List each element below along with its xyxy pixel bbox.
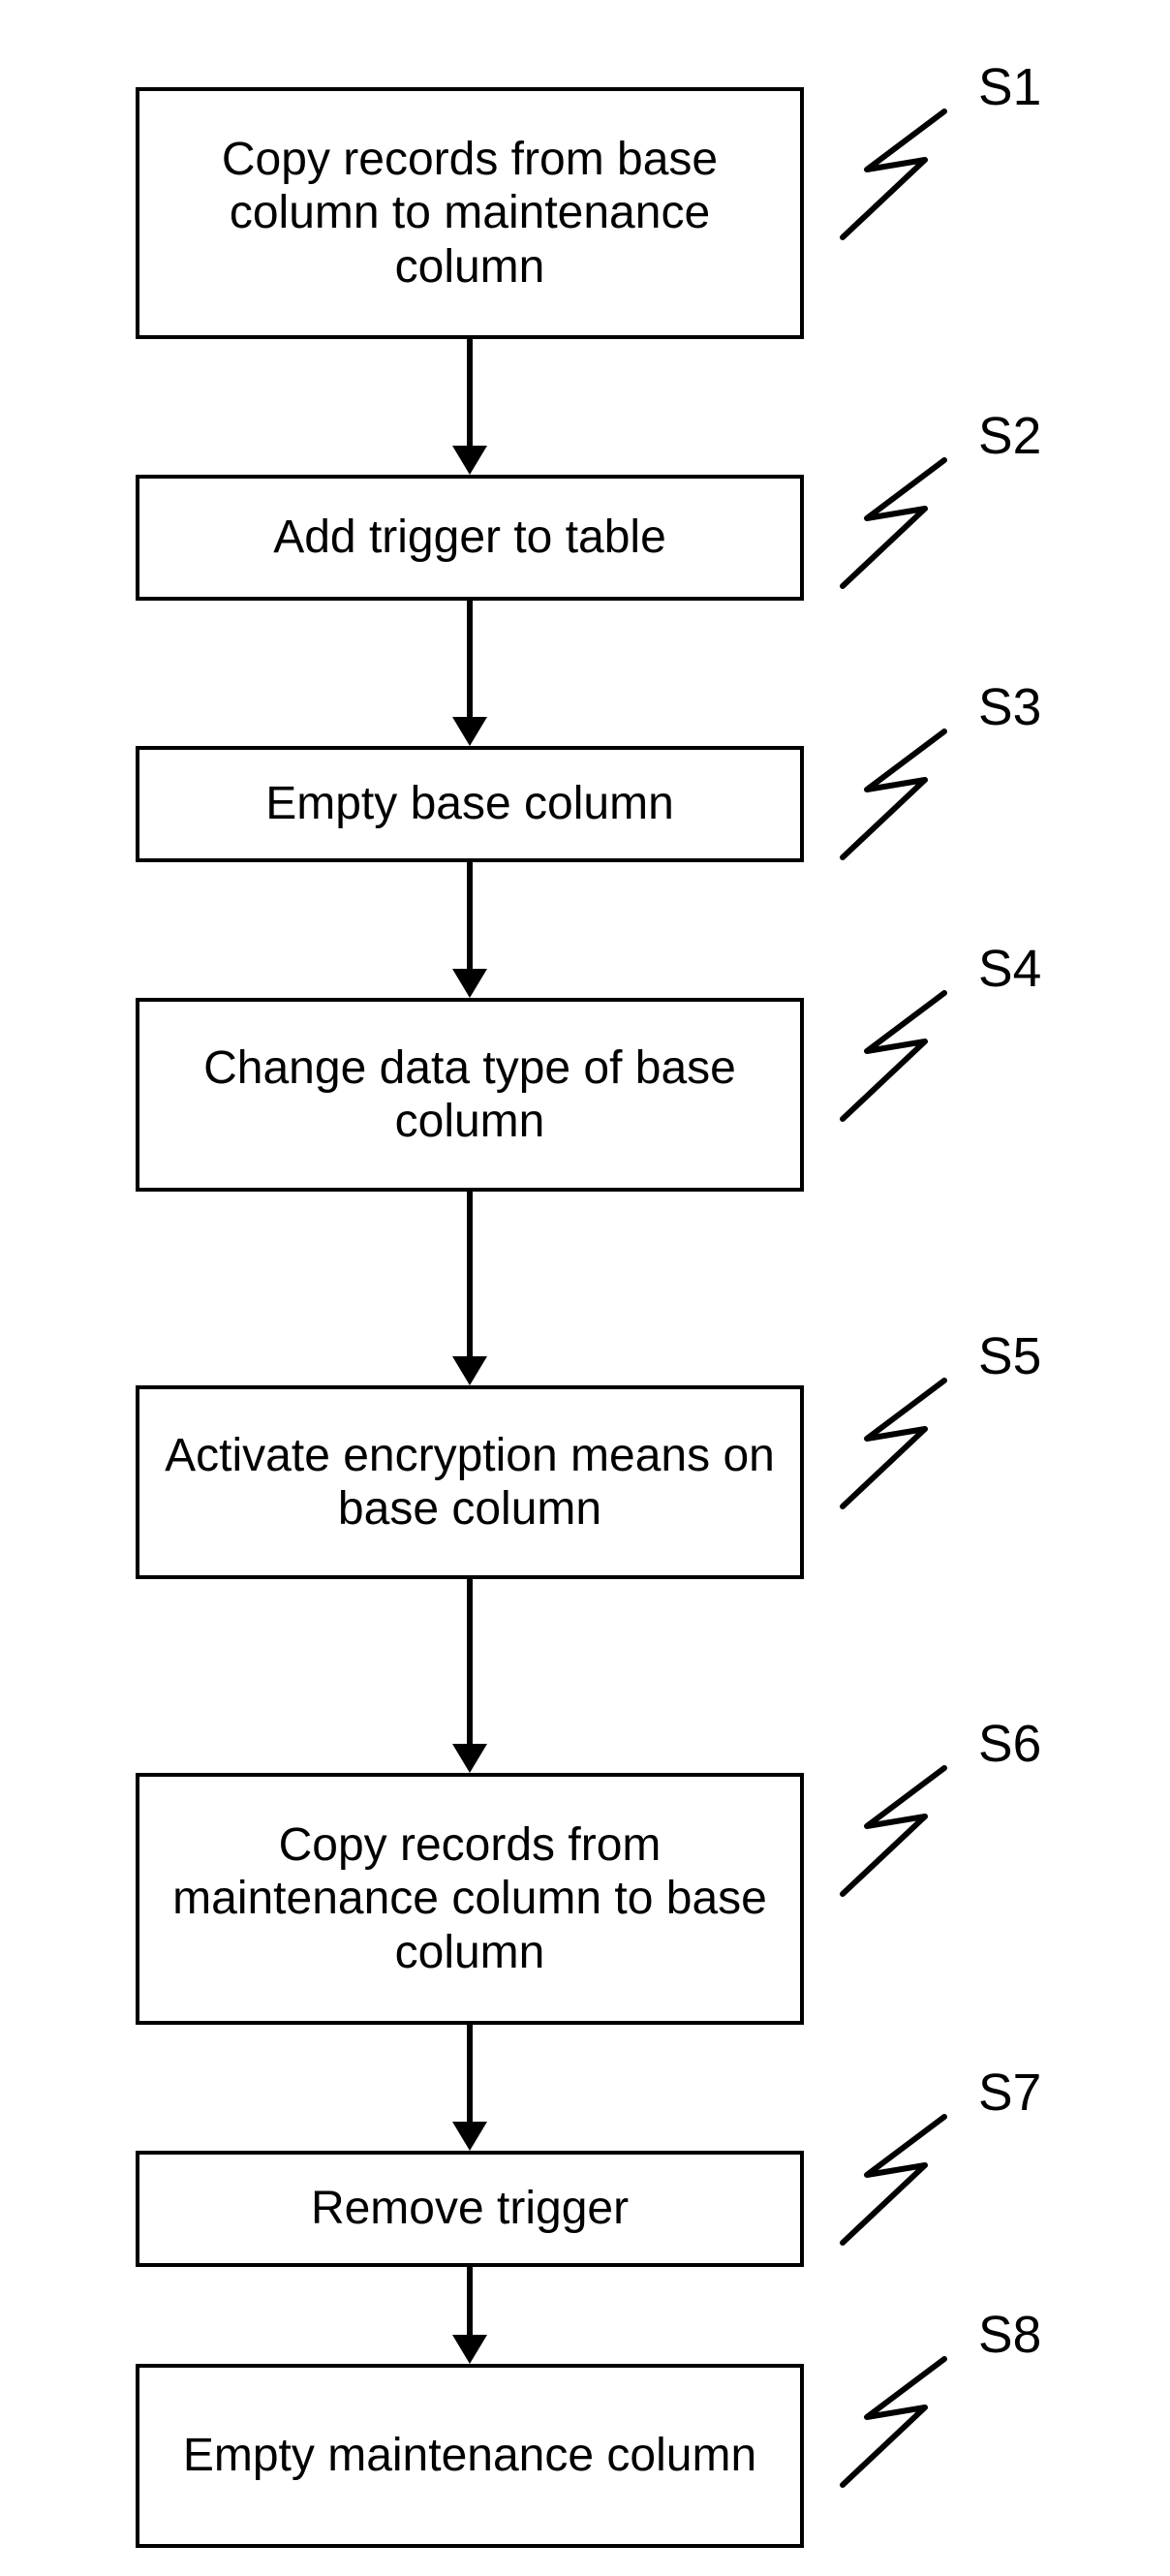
step-text: Copy records from maintenance column to … [159, 1818, 781, 1979]
step-label-s4: S4 [978, 940, 1041, 999]
step-label-s2: S2 [978, 407, 1041, 466]
flow-arrow [467, 2267, 473, 2335]
step-text: Empty maintenance column [183, 2429, 756, 2482]
step-text: Remove trigger [311, 2182, 629, 2235]
callout-squiggle [833, 2354, 949, 2490]
step-label-s6: S6 [978, 1715, 1041, 1774]
flowchart-step-s2: Add trigger to table [136, 475, 804, 601]
flow-arrow [467, 862, 473, 969]
callout-squiggle [833, 988, 949, 1124]
step-label-s5: S5 [978, 1327, 1041, 1386]
flow-arrow-head [452, 2122, 487, 2151]
flowchart-step-s3: Empty base column [136, 746, 804, 862]
flowchart-step-s6: Copy records from maintenance column to … [136, 1773, 804, 2025]
step-label-s1: S1 [978, 58, 1041, 117]
flow-arrow-head [452, 446, 487, 475]
flow-arrow [467, 2025, 473, 2122]
flow-arrow [467, 1579, 473, 1744]
flow-arrow [467, 601, 473, 717]
callout-squiggle [833, 455, 949, 591]
callout-squiggle [833, 1763, 949, 1899]
flowchart-canvas: Copy records from base column to mainten… [0, 0, 1170, 2576]
callout-squiggle [833, 2112, 949, 2248]
flowchart-step-s1: Copy records from base column to mainten… [136, 87, 804, 339]
flow-arrow-head [452, 1744, 487, 1773]
flow-arrow [467, 339, 473, 446]
callout-squiggle [833, 1376, 949, 1511]
flow-arrow-head [452, 1356, 487, 1385]
flow-arrow [467, 1192, 473, 1356]
flowchart-step-s5: Activate encryption means on base column [136, 1385, 804, 1579]
step-label-s7: S7 [978, 2064, 1041, 2123]
flowchart-step-s7: Remove trigger [136, 2151, 804, 2267]
step-text: Copy records from base column to mainten… [159, 133, 781, 294]
flow-arrow-head [452, 969, 487, 998]
step-label-s8: S8 [978, 2306, 1041, 2365]
callout-squiggle [833, 107, 949, 242]
flow-arrow-head [452, 717, 487, 746]
step-label-s3: S3 [978, 678, 1041, 737]
flowchart-step-s8: Empty maintenance column [136, 2364, 804, 2548]
step-text: Empty base column [265, 777, 674, 830]
step-text: Activate encryption means on base column [159, 1429, 781, 1536]
callout-squiggle [833, 727, 949, 862]
flow-arrow-head [452, 2335, 487, 2364]
flowchart-step-s4: Change data type of base column [136, 998, 804, 1192]
step-text: Change data type of base column [159, 1041, 781, 1148]
step-text: Add trigger to table [273, 511, 666, 564]
